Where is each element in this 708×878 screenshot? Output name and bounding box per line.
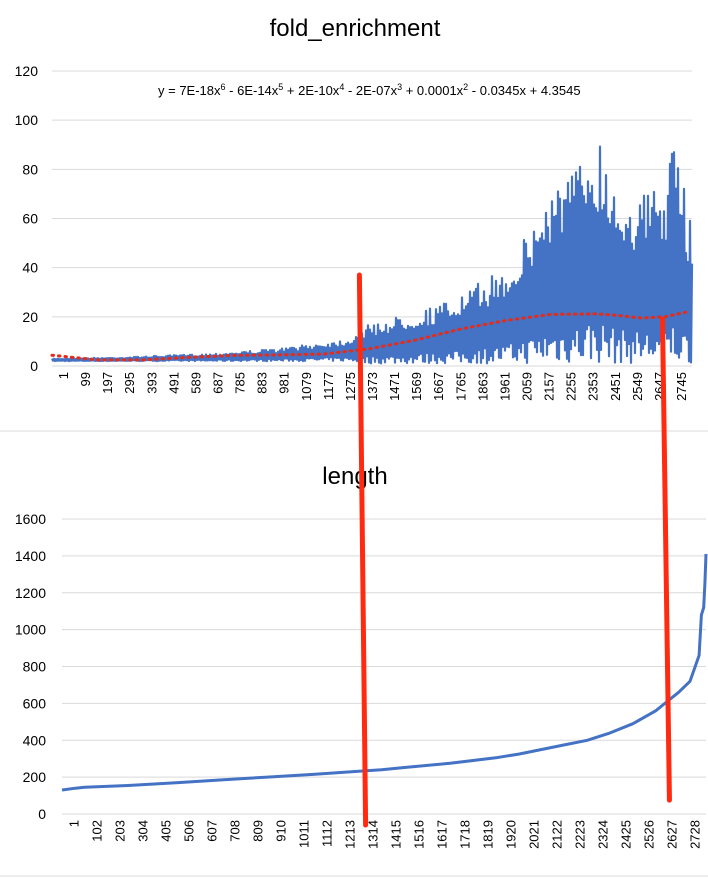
x-tick-label: 687 [211, 372, 226, 394]
x-tick-label: 102 [90, 820, 105, 842]
x-tick-label: 2157 [542, 372, 557, 401]
y-tick-label: 200 [23, 769, 47, 785]
y-tick-label: 80 [22, 161, 38, 177]
x-tick-label: 304 [136, 820, 151, 842]
annotation-vertical-line [356, 272, 369, 828]
x-tick-label: 785 [233, 372, 248, 394]
x-tick-label: 2255 [564, 372, 579, 401]
y-tick-label: 120 [15, 63, 39, 79]
y-tick-label: 0 [38, 806, 46, 822]
y-tick-label: 40 [22, 260, 38, 276]
y-tick-label: 20 [22, 309, 38, 325]
x-tick-label: 491 [166, 372, 181, 394]
y-tick-label: 600 [23, 695, 47, 711]
x-tick-label: 1920 [504, 820, 519, 849]
fold-enrichment-title: fold_enrichment [270, 15, 441, 42]
length-chart: length 0 200 400 600 800 1000 1200 1400 1600 1 10… [15, 463, 708, 849]
x-tick-label: 1569 [409, 372, 424, 401]
x-tick-label: 981 [277, 372, 292, 394]
fold-enrichment-gridlines [52, 70, 692, 367]
x-tick-label: 1275 [343, 372, 358, 401]
series-line [51, 145, 694, 365]
length-y-axis: 0 200 400 600 800 1000 1200 1400 1600 [15, 511, 46, 822]
x-tick-label: 1819 [481, 820, 496, 849]
x-tick-label: 589 [188, 372, 203, 394]
y-tick-label: 1000 [15, 622, 46, 638]
annotation-lines [356, 272, 672, 828]
x-tick-label: 1011 [297, 820, 312, 848]
length-x-axis: 1 102 203 304 405 506 607 708 809 910 1011 1112 1213… [67, 820, 703, 849]
x-tick-label: 1 [67, 820, 82, 827]
x-tick-label: 809 [251, 820, 266, 842]
length-gridlines [62, 518, 706, 815]
trendline-equation: y = 7E-18x6 - 6E-14x5 + 2E-10x4 - 2E-07x… [158, 82, 581, 98]
x-tick-label: 607 [205, 820, 220, 842]
x-tick-label: 99 [78, 372, 93, 386]
x-tick-label: 910 [274, 820, 289, 842]
x-tick-label: 1373 [365, 372, 380, 401]
x-tick-label: 1863 [475, 372, 490, 401]
x-tick-label: 197 [100, 372, 115, 394]
x-tick-label: 393 [144, 372, 159, 394]
y-tick-label: 1600 [15, 511, 46, 527]
x-tick-label: 1765 [453, 372, 468, 401]
x-tick-label: 2223 [573, 820, 588, 849]
x-tick-label: 708 [228, 820, 243, 842]
length-title: length [322, 463, 387, 490]
x-tick-label: 203 [113, 820, 128, 842]
y-tick-label: 1200 [15, 585, 46, 601]
length-series [61, 553, 708, 792]
y-tick-label: 0 [30, 358, 38, 374]
fold-enrichment-trendline [50, 310, 689, 362]
x-tick-label: 2627 [665, 820, 680, 849]
fold-enrichment-y-axis: 0 20 40 60 80 100 120 [15, 63, 39, 374]
x-tick-label: 2451 [608, 372, 623, 401]
x-tick-label: 2549 [630, 372, 645, 401]
x-tick-label: 2425 [619, 820, 634, 849]
x-tick-label: 1961 [497, 372, 512, 401]
x-tick-label: 1112 [320, 820, 335, 847]
fold-enrichment-series [51, 145, 694, 365]
x-tick-label: 883 [255, 372, 270, 394]
y-tick-label: 100 [15, 112, 39, 128]
x-tick-label: 2745 [674, 372, 689, 401]
x-tick-label: 2526 [642, 820, 657, 849]
x-tick-label: 2353 [586, 372, 601, 401]
series-line [61, 553, 708, 792]
x-tick-label: 1213 [343, 820, 358, 849]
annotation-vertical-line [659, 316, 672, 803]
x-tick-label: 295 [122, 372, 137, 394]
x-tick-label: 1177 [321, 372, 336, 400]
x-tick-label: 1667 [431, 372, 446, 401]
x-tick-label: 1 [56, 372, 71, 379]
x-tick-label: 1079 [299, 372, 314, 401]
x-tick-label: 2059 [519, 372, 534, 401]
x-tick-label: 2122 [550, 820, 565, 849]
x-tick-label: 1718 [458, 820, 473, 849]
y-tick-label: 60 [22, 211, 38, 227]
fold-enrichment-x-axis: 1 99 197 295 393 491 589 687 785 883 981 1079 1177 12… [56, 372, 689, 401]
x-tick-label: 2324 [596, 820, 611, 849]
x-tick-label: 1471 [387, 372, 402, 401]
x-tick-label: 1617 [435, 820, 450, 849]
x-tick-label: 2021 [527, 820, 542, 849]
x-tick-label: 2728 [688, 820, 703, 849]
y-tick-label: 800 [23, 659, 47, 675]
x-tick-label: 405 [159, 820, 174, 842]
x-tick-label: 1516 [412, 820, 427, 849]
y-tick-label: 400 [23, 732, 47, 748]
trendline-path [50, 310, 689, 362]
y-tick-label: 1400 [15, 548, 46, 564]
x-tick-label: 1415 [389, 820, 404, 849]
x-tick-label: 506 [182, 820, 197, 842]
x-tick-label: 1314 [366, 820, 381, 849]
fold-enrichment-chart: fold_enrichment 0 20 40 60 80 100 120 1 99 197 29… [15, 15, 694, 401]
